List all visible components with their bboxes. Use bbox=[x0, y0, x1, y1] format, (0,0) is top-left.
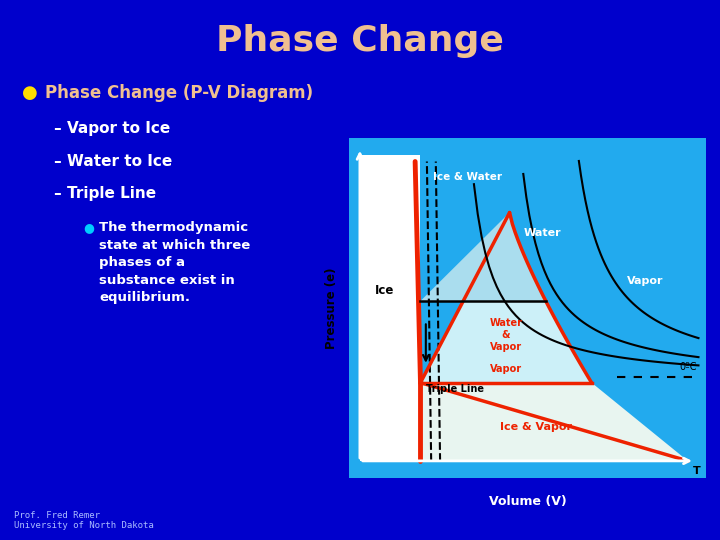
Text: – Water to Ice: – Water to Ice bbox=[54, 154, 172, 169]
Text: Phase Change (P-V Diagram): Phase Change (P-V Diagram) bbox=[45, 84, 312, 102]
Text: Water: Water bbox=[524, 228, 562, 238]
Polygon shape bbox=[420, 213, 592, 383]
Text: Phase Change: Phase Change bbox=[216, 24, 504, 58]
Text: Triple Line: Triple Line bbox=[426, 384, 484, 394]
Text: ●: ● bbox=[22, 84, 37, 102]
Text: Water
&
Vapor: Water & Vapor bbox=[490, 319, 523, 352]
Text: 0ºC: 0ºC bbox=[679, 362, 697, 373]
Text: ●: ● bbox=[83, 221, 94, 234]
Text: Ice: Ice bbox=[375, 284, 395, 298]
Text: Pressure (e): Pressure (e) bbox=[325, 267, 338, 348]
Text: – Triple Line: – Triple Line bbox=[54, 186, 156, 201]
Text: Ice & Vapor: Ice & Vapor bbox=[500, 422, 572, 432]
Text: Prof. Fred Remer
University of North Dakota: Prof. Fred Remer University of North Dak… bbox=[14, 511, 154, 530]
Text: Volume (V): Volume (V) bbox=[489, 495, 566, 508]
Text: Vapor: Vapor bbox=[627, 275, 663, 286]
Polygon shape bbox=[420, 213, 546, 301]
Text: T: T bbox=[693, 466, 701, 476]
Text: Ice & Water: Ice & Water bbox=[433, 172, 502, 182]
Text: Vapor: Vapor bbox=[490, 364, 522, 374]
Text: The thermodynamic
state at which three
phases of a
substance exist in
equilibriu: The thermodynamic state at which three p… bbox=[99, 221, 251, 305]
Polygon shape bbox=[360, 154, 420, 461]
Polygon shape bbox=[420, 383, 688, 461]
Text: – Vapor to Ice: – Vapor to Ice bbox=[54, 122, 170, 137]
